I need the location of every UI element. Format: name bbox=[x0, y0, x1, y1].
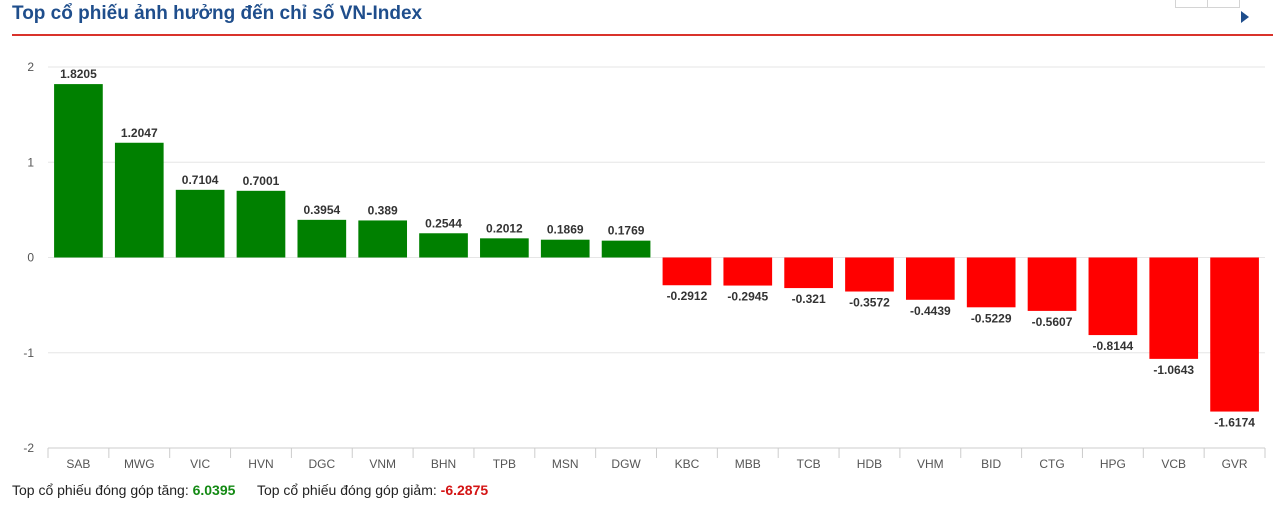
x-tick-label: MBB bbox=[735, 457, 761, 471]
chart-header: Top cổ phiếu ảnh hưởng đến chỉ số VN-Ind… bbox=[12, 0, 1273, 36]
bar bbox=[297, 219, 347, 258]
data-label: -1.6174 bbox=[1214, 416, 1255, 430]
data-label: -0.2945 bbox=[727, 290, 768, 304]
bar bbox=[358, 220, 408, 258]
x-tick-label: MWG bbox=[124, 457, 155, 471]
data-label: 0.2544 bbox=[425, 216, 462, 230]
bar bbox=[601, 240, 651, 258]
data-label: -0.5229 bbox=[971, 311, 1012, 325]
x-tick-label: VIC bbox=[190, 457, 210, 471]
x-tick-label: BHN bbox=[431, 457, 456, 471]
y-tick-label: 0 bbox=[27, 251, 34, 265]
y-tick-label: -1 bbox=[23, 346, 34, 360]
data-label: 0.1869 bbox=[547, 223, 584, 237]
bar bbox=[480, 238, 529, 258]
bar bbox=[662, 257, 712, 286]
y-tick-label: -2 bbox=[23, 441, 34, 455]
next-arrow-icon[interactable] bbox=[1241, 11, 1249, 23]
x-tick-label: HDB bbox=[857, 457, 882, 471]
x-tick-label: CTG bbox=[1039, 457, 1064, 471]
bar bbox=[1149, 257, 1199, 359]
data-label: 0.3954 bbox=[303, 203, 340, 217]
bar bbox=[236, 190, 286, 258]
x-tick-label: TPB bbox=[493, 457, 516, 471]
x-tick-label: KBC bbox=[675, 457, 700, 471]
chart-footer: Top cổ phiếu đóng góp tăng: 6.0395 Top c… bbox=[12, 482, 488, 498]
bar bbox=[114, 142, 164, 258]
data-label: -0.2912 bbox=[667, 289, 708, 303]
data-label: -0.3572 bbox=[849, 296, 890, 310]
data-label: -0.5607 bbox=[1032, 315, 1073, 329]
data-label: 0.389 bbox=[368, 203, 398, 217]
data-label: -0.8144 bbox=[1093, 339, 1134, 353]
next-button-top[interactable] bbox=[1207, 0, 1240, 8]
bar bbox=[723, 257, 773, 286]
data-label: 1.2047 bbox=[121, 126, 158, 140]
bar bbox=[540, 239, 590, 258]
bar bbox=[54, 84, 103, 258]
x-tick-label: DGW bbox=[611, 457, 641, 471]
x-tick-label: GVR bbox=[1222, 457, 1248, 471]
bar bbox=[1088, 257, 1138, 336]
bar bbox=[419, 233, 468, 258]
x-tick-label: MSN bbox=[552, 457, 579, 471]
x-tick-label: HVN bbox=[248, 457, 273, 471]
bar bbox=[784, 257, 833, 289]
x-tick-label: VHM bbox=[917, 457, 944, 471]
bar bbox=[905, 257, 955, 300]
data-label: -0.321 bbox=[792, 292, 826, 306]
data-label: -1.0643 bbox=[1153, 363, 1194, 377]
x-tick-label: VNM bbox=[369, 457, 396, 471]
data-label: 0.7104 bbox=[182, 173, 219, 187]
loss-label: Top cổ phiếu đóng góp giảm: bbox=[256, 482, 437, 498]
data-label: 1.8205 bbox=[60, 67, 97, 81]
chart-title: Top cổ phiếu ảnh hưởng đến chỉ số VN-Ind… bbox=[12, 3, 423, 24]
x-tick-label: TCB bbox=[797, 457, 821, 471]
bar bbox=[966, 257, 1016, 308]
contribution-bar-chart: 2 1 0 -1 -2 1.8205 SAB 1.2047 MWG 0.7104 VIC 0.7001… bbox=[23, 60, 1266, 471]
y-tick-label: 2 bbox=[27, 60, 34, 74]
x-tick-label: DGC bbox=[308, 457, 335, 471]
data-label: 0.1769 bbox=[608, 224, 645, 238]
x-tick-label: VCB bbox=[1161, 457, 1186, 471]
x-tick-label: BID bbox=[981, 457, 1001, 471]
prev-button[interactable] bbox=[1175, 0, 1208, 8]
bar bbox=[1027, 257, 1077, 311]
bar bbox=[175, 189, 225, 258]
data-label: 0.7001 bbox=[243, 174, 280, 188]
data-label: 0.2012 bbox=[486, 221, 523, 235]
bar bbox=[845, 257, 894, 292]
loss-value: -6.2875 bbox=[440, 482, 489, 498]
gain-label: Top cổ phiếu đóng góp tăng: bbox=[12, 482, 189, 498]
x-tick-label: HPG bbox=[1100, 457, 1126, 471]
gain-value: 6.0395 bbox=[192, 482, 236, 498]
bar bbox=[1210, 257, 1259, 412]
y-tick-label: 1 bbox=[27, 155, 34, 169]
data-label: -0.4439 bbox=[910, 304, 951, 318]
x-tick-label: SAB bbox=[66, 457, 90, 471]
